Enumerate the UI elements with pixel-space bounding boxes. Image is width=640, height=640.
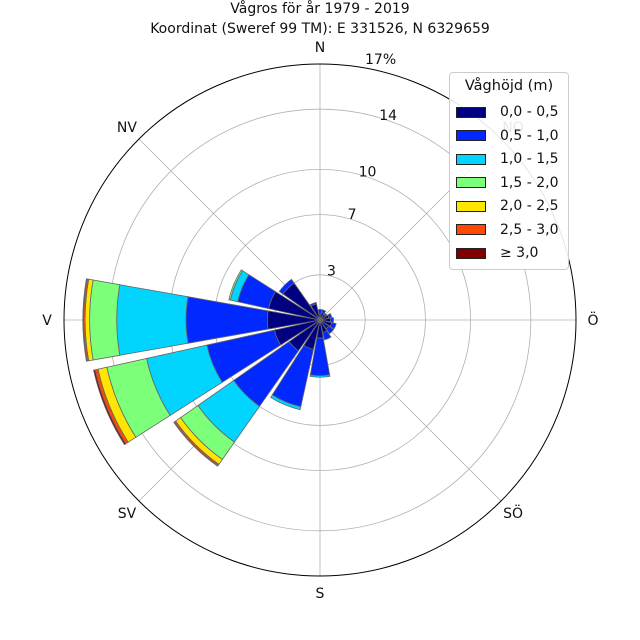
- legend-label: 1,0 - 1,5: [500, 151, 559, 167]
- legend-label: 0,5 - 1,0: [500, 127, 559, 144]
- legend-item: 1,0 - 1,5: [456, 150, 558, 168]
- legend-swatch: [456, 200, 486, 212]
- ring-label-14: 14: [379, 108, 397, 124]
- legend-item: 2,0 - 2,5: [456, 197, 558, 215]
- bar-segment-247.5-6: [93, 369, 127, 446]
- legend-swatch: [456, 153, 486, 165]
- ring-label-10: 10: [359, 164, 377, 180]
- bar-segment-270-3: [89, 279, 121, 361]
- ring-label-7: 7: [348, 207, 357, 223]
- direction-label-N: N: [315, 40, 325, 56]
- ring-label-3: 3: [327, 264, 336, 280]
- legend-item: ≥ 3,0: [456, 244, 538, 262]
- legend-swatch: [456, 224, 486, 235]
- bar-segment-180-2: [309, 374, 331, 378]
- legend-swatch: [456, 130, 486, 141]
- legend-label: 0,0 - 0,5: [500, 104, 559, 120]
- direction-label-Ö: Ö: [587, 311, 598, 329]
- direction-label-SV: SV: [118, 506, 137, 522]
- legend-item: 0,0 - 0,5: [456, 103, 558, 121]
- bar-segment-270-6: [82, 278, 88, 362]
- bar-segment-112.5-1: [329, 322, 337, 330]
- legend-label: ≥ 3,0: [500, 245, 539, 261]
- bar-segment-292.5-3: [228, 269, 244, 301]
- bar-segment-67.5-1: [327, 312, 333, 319]
- legend-item: 2,5 - 3,0: [456, 221, 558, 239]
- ring-labels: 3 7 10 14: [327, 108, 397, 280]
- bar-segment-337.5-1: [309, 301, 317, 307]
- polar-frame: [63, 63, 577, 577]
- bar-segment-135-1: [325, 325, 335, 335]
- direction-label-S: S: [316, 586, 325, 602]
- chart-subtitle: Koordinat (Sweref 99 TM): E 331526, N 63…: [150, 21, 490, 37]
- direction-label-V: V: [42, 313, 52, 329]
- direction-label-NV: NV: [117, 120, 137, 136]
- bar-segment-90-1: [329, 317, 334, 323]
- max-percent-label: 17%: [365, 52, 396, 68]
- legend-label: 1,5 - 2,0: [500, 174, 559, 191]
- bar-segment-157.5-1: [322, 330, 332, 341]
- grid-spoke-SÖ: [319, 319, 502, 502]
- legend-label: 2,5 - 3,0: [500, 221, 559, 238]
- bar-segment-270-2: [116, 284, 189, 356]
- bar-segment-0-1: [317, 309, 323, 315]
- legend-swatch: [456, 177, 486, 188]
- legend-item: 0,5 - 1,0: [456, 127, 558, 145]
- chart-title: Vågros för år 1979 - 2019: [230, 0, 409, 17]
- direction-label-SÖ: SÖ: [503, 504, 523, 522]
- bar-segment-315-1: [278, 278, 295, 295]
- legend-swatch: [456, 247, 486, 259]
- legend-label: 2,0 - 2,5: [500, 198, 559, 214]
- legend: Våghöjd (m) 0,0 - 0,5 0,5 - 1,0 1,0 - 1,5 1…: [449, 72, 569, 270]
- bar-segment-202.5-2: [270, 394, 302, 411]
- rose-bars: [82, 269, 337, 467]
- legend-title: Våghöjd (m): [464, 78, 554, 94]
- legend-item: 1,5 - 2,0: [456, 174, 558, 192]
- bar-segment-225-6: [173, 421, 219, 467]
- legend-swatch: [456, 106, 486, 118]
